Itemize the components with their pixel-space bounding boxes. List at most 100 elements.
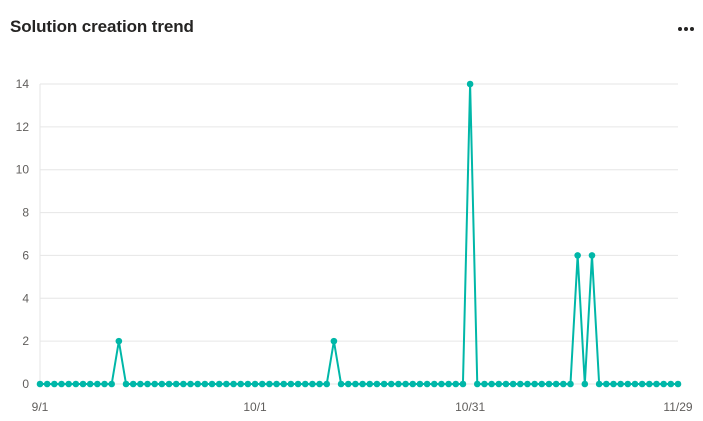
data-point <box>86 380 94 388</box>
data-point <box>488 380 495 388</box>
data-point <box>466 80 474 88</box>
y-tick-label: 8 <box>22 206 29 220</box>
x-tick-label: 11/29 <box>663 400 692 414</box>
data-point <box>646 380 653 388</box>
data-point <box>617 380 624 388</box>
data-point <box>172 380 180 388</box>
data-point <box>423 380 431 388</box>
data-point <box>101 380 108 388</box>
data-point <box>352 380 359 388</box>
data-point <box>380 380 388 388</box>
y-tick-label: 4 <box>22 291 29 305</box>
data-point <box>387 380 395 388</box>
data-point <box>560 380 567 388</box>
data-point <box>301 380 309 388</box>
data-point <box>653 380 660 388</box>
data-point <box>416 380 424 388</box>
data-point <box>180 380 187 388</box>
data-point <box>395 380 402 388</box>
data-point <box>165 380 173 388</box>
series-line <box>40 83 678 385</box>
data-point <box>574 252 581 259</box>
data-point <box>545 380 553 388</box>
data-point <box>137 380 144 388</box>
data-point <box>502 380 510 388</box>
chart-title: Solution creation trend <box>10 17 194 36</box>
data-point <box>273 380 280 388</box>
data-point <box>588 252 596 259</box>
data-point <box>624 380 632 388</box>
data-point <box>452 380 460 388</box>
data-point <box>266 380 273 388</box>
data-point <box>445 380 452 388</box>
data-point <box>151 380 158 388</box>
data-point <box>79 380 87 388</box>
data-point <box>230 380 237 388</box>
data-point <box>144 380 151 388</box>
data-point <box>509 380 517 388</box>
x-tick-label: 10/31 <box>455 400 485 414</box>
data-point <box>316 380 323 388</box>
data-point <box>409 380 417 388</box>
data-point <box>187 380 194 388</box>
data-point <box>438 380 445 388</box>
data-point <box>215 380 223 388</box>
data-point <box>337 380 345 388</box>
data-point <box>567 380 574 388</box>
data-point <box>237 380 245 388</box>
data-point <box>330 337 338 345</box>
data-point <box>531 380 538 388</box>
y-tick-label: 2 <box>22 334 29 348</box>
y-tick-label: 10 <box>16 163 30 177</box>
data-point <box>581 380 589 388</box>
data-point <box>258 380 266 388</box>
data-point <box>459 380 467 388</box>
data-point <box>287 380 295 388</box>
data-point <box>430 380 438 388</box>
data-point <box>473 380 481 388</box>
data-point <box>402 380 409 388</box>
data-point <box>208 380 216 388</box>
data-point <box>129 380 137 388</box>
data-point <box>667 380 675 388</box>
x-tick-label: 10/1 <box>243 400 267 414</box>
data-point <box>280 380 288 388</box>
data-point <box>631 380 639 388</box>
data-point <box>309 380 316 388</box>
data-point <box>72 380 80 388</box>
data-point <box>495 380 503 388</box>
data-point <box>359 380 366 388</box>
data-point <box>323 380 331 388</box>
data-point <box>552 380 560 388</box>
data-point <box>65 380 72 388</box>
data-point <box>201 380 209 388</box>
more-options-icon[interactable] <box>676 23 696 35</box>
y-tick-label: 12 <box>16 120 30 134</box>
data-point <box>373 380 381 388</box>
data-point <box>108 380 115 388</box>
data-point <box>366 380 374 388</box>
data-point <box>251 380 259 388</box>
data-point <box>603 380 610 388</box>
data-point <box>94 380 101 388</box>
data-point <box>674 380 682 388</box>
y-tick-label: 14 <box>16 77 30 91</box>
y-tick-label: 0 <box>22 377 29 391</box>
data-point <box>294 380 302 388</box>
data-point <box>660 380 667 388</box>
data-point <box>595 380 603 388</box>
data-point <box>344 380 352 388</box>
data-point <box>481 380 488 388</box>
data-point <box>516 380 524 388</box>
x-tick-label: 9/1 <box>32 400 49 414</box>
data-point <box>43 380 51 388</box>
data-point <box>194 380 202 388</box>
data-point <box>524 380 531 388</box>
data-point <box>158 380 166 388</box>
data-point <box>538 380 546 388</box>
data-point <box>223 380 230 388</box>
data-point <box>638 380 646 388</box>
data-point <box>36 380 44 388</box>
